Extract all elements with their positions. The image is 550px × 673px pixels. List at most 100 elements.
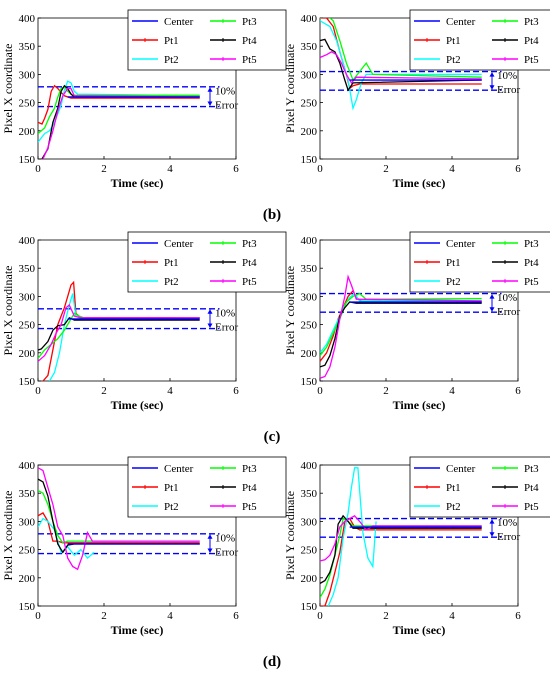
error-label-percent: 10% xyxy=(497,70,517,82)
series-pt2-line xyxy=(327,467,377,606)
legend-entry-pt5: Pt5 xyxy=(242,54,257,66)
legend-entry-center: Center xyxy=(446,238,476,250)
y-tick-label: 350 xyxy=(301,263,318,275)
legend: Center Pt3 Pt1 Pt4 Pt2 Pt5 xyxy=(409,9,550,71)
legend: Center Pt3 Pt1 Pt4 Pt2 Pt5 xyxy=(127,231,287,293)
legend-entry-pt1: Pt1 xyxy=(446,482,461,494)
x-tick-label: 6 xyxy=(233,385,239,397)
x-tick-label: 0 xyxy=(317,385,323,397)
x-tick-label: 0 xyxy=(35,163,41,175)
y-tick-label: 350 xyxy=(301,41,318,53)
x-tick-label: 0 xyxy=(35,385,41,397)
legend-entry-pt3: Pt3 xyxy=(524,16,539,28)
chart-c-x: 0 2 4 6 150 200 250 300 350 400 Time (sec) Pixel X … xyxy=(1,231,287,412)
x-axis-label: Time (sec) xyxy=(393,176,446,190)
legend: Center Pt3 Pt1 Pt4 Pt2 Pt5 xyxy=(409,456,550,518)
error-label-percent: 10% xyxy=(497,517,517,529)
chart-b-y: 0 2 4 6 150 200 250 300 350 400 Time (sec) Pixel Y … xyxy=(283,9,550,190)
legend-entry-pt5: Pt5 xyxy=(524,54,539,66)
x-tick-label: 2 xyxy=(101,610,107,622)
y-tick-label: 250 xyxy=(301,545,318,557)
error-label-percent: 10% xyxy=(215,533,235,545)
series-pt4-line xyxy=(320,38,482,92)
y-tick-label: 150 xyxy=(301,154,318,166)
y-tick-label: 200 xyxy=(19,348,36,360)
chart-b-x: 0 2 4 6 150 200 250 300 350 400 Time (sec) Pixel X … xyxy=(1,9,287,190)
y-tick-label: 200 xyxy=(301,573,318,585)
legend-entry-pt3: Pt3 xyxy=(524,238,539,250)
y-axis-label: Pixel Y coordinate xyxy=(283,491,297,580)
x-tick-label: 4 xyxy=(449,163,455,175)
y-tick-label: 350 xyxy=(19,41,36,53)
legend-entry-pt4: Pt4 xyxy=(242,35,257,47)
error-label-text: Error xyxy=(497,531,521,543)
error-arrow-head-down xyxy=(207,101,213,107)
y-tick-label: 250 xyxy=(19,98,36,110)
chart-d-x: 0 2 4 6 150 200 250 300 350 400 Time (sec) Pixel X … xyxy=(1,456,287,637)
series-pt5-line xyxy=(320,274,482,379)
y-tick-label: 300 xyxy=(19,516,36,528)
error-arrow-head-down xyxy=(207,548,213,554)
panel-label-b: (b) xyxy=(263,207,281,223)
error-label-text: Error xyxy=(497,84,521,96)
y-tick-label: 250 xyxy=(301,320,318,332)
x-tick-label: 2 xyxy=(101,385,107,397)
series-pt3-line xyxy=(320,292,482,357)
y-tick-label: 400 xyxy=(19,13,36,25)
error-label-percent: 10% xyxy=(497,292,517,304)
y-tick-label: 250 xyxy=(19,545,36,557)
error-label-text: Error xyxy=(215,322,239,334)
y-tick-label: 200 xyxy=(19,126,36,138)
legend-entry-pt4: Pt4 xyxy=(524,482,539,494)
error-arrow-head-up xyxy=(489,294,495,299)
error-arrow-head-up xyxy=(489,72,495,77)
y-tick-label: 300 xyxy=(19,69,36,81)
y-tick-label: 200 xyxy=(301,348,318,360)
x-axis-label: Time (sec) xyxy=(111,623,164,637)
y-tick-label: 350 xyxy=(301,488,318,500)
series-pt5-line xyxy=(320,51,482,85)
x-tick-label: 0 xyxy=(317,163,323,175)
legend-entry-pt4: Pt4 xyxy=(242,482,257,494)
x-tick-label: 6 xyxy=(515,385,521,397)
y-axis-label: Pixel X coordinate xyxy=(1,44,15,134)
x-tick-label: 4 xyxy=(449,385,455,397)
error-label-text: Error xyxy=(215,100,239,112)
x-tick-label: 4 xyxy=(167,163,173,175)
series-pt5-line xyxy=(320,514,482,562)
legend-entry-pt2: Pt2 xyxy=(446,276,461,288)
panel-label-c: (c) xyxy=(264,429,281,445)
x-tick-label: 2 xyxy=(383,163,389,175)
legend-entry-center: Center xyxy=(446,16,476,28)
x-axis-label: Time (sec) xyxy=(111,176,164,190)
legend-entry-center: Center xyxy=(164,238,194,250)
legend-entry-center: Center xyxy=(446,463,476,475)
x-axis-label: Time (sec) xyxy=(111,398,164,412)
error-label-text: Error xyxy=(497,306,521,318)
chart-d-y: 0 2 4 6 150 200 250 300 350 400 Time (sec) Pixel Y … xyxy=(283,456,550,637)
legend-entry-pt2: Pt2 xyxy=(446,501,461,513)
legend-entry-pt2: Pt2 xyxy=(164,501,179,513)
x-tick-label: 2 xyxy=(383,610,389,622)
series-pt1-line xyxy=(38,84,200,125)
y-tick-label: 150 xyxy=(19,601,36,613)
legend: Center Pt3 Pt1 Pt4 Pt2 Pt5 xyxy=(127,9,287,71)
plot-area xyxy=(38,467,220,571)
legend-entry-pt4: Pt4 xyxy=(242,257,257,269)
series-pt3-line xyxy=(320,517,482,598)
y-tick-label: 400 xyxy=(301,460,318,472)
y-tick-label: 400 xyxy=(19,235,36,247)
panel-label-d: (d) xyxy=(263,654,281,670)
y-axis-label: Pixel Y coordinate xyxy=(283,44,297,133)
y-tick-label: 150 xyxy=(301,376,318,388)
legend-entry-pt3: Pt3 xyxy=(524,463,539,475)
x-tick-label: 6 xyxy=(233,610,239,622)
legend-entry-pt1: Pt1 xyxy=(164,257,179,269)
legend: Center Pt3 Pt1 Pt4 Pt2 Pt5 xyxy=(409,231,550,293)
x-tick-label: 6 xyxy=(515,610,521,622)
plot-area xyxy=(38,280,220,381)
plot-area xyxy=(320,18,502,111)
y-tick-label: 200 xyxy=(301,126,318,138)
y-tick-label: 350 xyxy=(19,488,36,500)
legend: Center Pt3 Pt1 Pt4 Pt2 Pt5 xyxy=(127,456,287,518)
